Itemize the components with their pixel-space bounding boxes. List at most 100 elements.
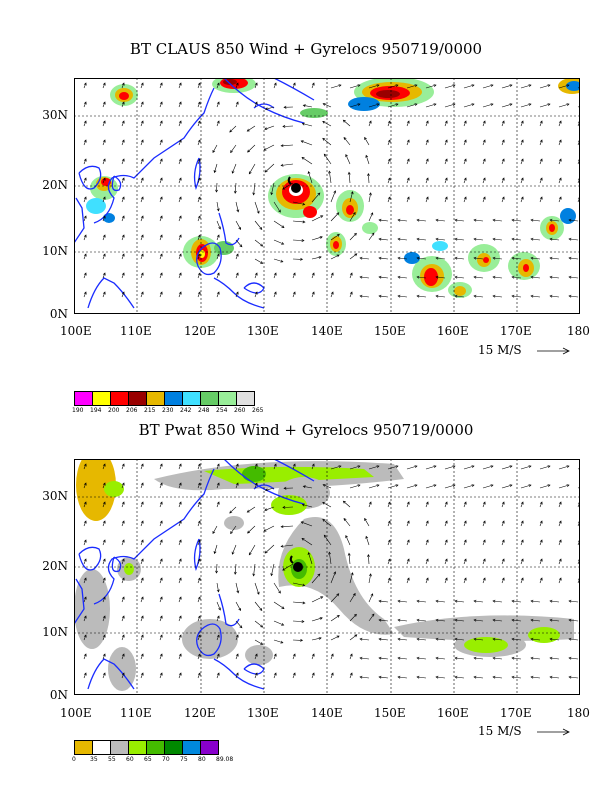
wind-vector [216, 601, 221, 611]
wind-vector [397, 637, 408, 641]
wind-vector [530, 275, 541, 279]
wind-vector [520, 120, 524, 127]
wind-vector [302, 104, 313, 108]
panel2-colorbar [74, 740, 219, 755]
colorbar-swatch [128, 391, 147, 406]
cloud-patch [303, 206, 317, 218]
wind-vector [235, 220, 241, 231]
panel1-map [74, 78, 580, 314]
wind-vector [330, 272, 334, 279]
wind-vector [83, 120, 87, 127]
wind-vector [301, 122, 313, 127]
wind-vector [549, 599, 560, 603]
wind-vector [102, 520, 106, 527]
wind-vector [368, 103, 380, 108]
wind-vector [349, 211, 356, 222]
wind-vector [387, 103, 399, 108]
wind-vector [454, 618, 465, 622]
wind-vector [178, 634, 182, 641]
wind-vector [368, 84, 380, 89]
wind-vector [231, 544, 237, 555]
wind-vector [273, 620, 285, 626]
wind-vector [121, 653, 125, 660]
colorbar-label: 89.08 [216, 756, 234, 763]
lon-label: 110E [120, 324, 152, 338]
wind-vector [300, 140, 313, 146]
wind-vector [416, 637, 427, 641]
wind-vector [511, 618, 522, 622]
wind-vector [549, 618, 560, 622]
wind-vector [397, 599, 408, 603]
wind-vector [368, 484, 380, 489]
wind-vector [530, 256, 541, 260]
wind-vector [273, 653, 277, 660]
wind-vector [501, 84, 513, 89]
wind-vector [511, 675, 522, 679]
wind-vector [247, 144, 256, 153]
wind-vector [301, 503, 313, 508]
wind-vector [140, 272, 144, 279]
wind-vector [345, 153, 351, 165]
wind-vector [406, 539, 410, 546]
wind-vector [549, 218, 560, 222]
wind-vector [121, 215, 125, 222]
wind-vector [254, 672, 258, 679]
wind-vector [254, 653, 258, 660]
wind-vector [444, 465, 456, 470]
wind-vector [359, 675, 370, 679]
wind-vector [425, 103, 437, 108]
wind-vector [178, 82, 182, 89]
wind-vector [368, 573, 372, 584]
wind-vector [425, 577, 429, 584]
wind-vector [539, 139, 543, 146]
wind-vector [416, 218, 427, 222]
wind-vector [378, 256, 389, 260]
wind-vector [406, 139, 410, 146]
wind-vector [558, 177, 562, 184]
wind-vector [83, 558, 87, 565]
wind-vector [292, 601, 306, 605]
wind-vector [197, 558, 201, 565]
wind-vector [365, 154, 370, 165]
wind-vector [282, 563, 294, 571]
wind-vector [178, 539, 182, 546]
wind-vector [235, 653, 239, 660]
coastline [213, 658, 265, 690]
wind-vector [323, 534, 332, 546]
wind-vector [300, 521, 313, 527]
wind-vector [233, 182, 237, 194]
wind-vector [235, 634, 239, 641]
wind-vector [197, 577, 201, 584]
wind-vector [311, 636, 322, 641]
wind-vector [397, 237, 408, 241]
wind-vector [159, 139, 163, 146]
wind-vector [197, 291, 201, 298]
wind-vector [425, 84, 437, 89]
wind-vector [197, 615, 201, 622]
wind-vector [435, 599, 446, 603]
wind-vector [83, 501, 87, 508]
colorbar-swatch [74, 740, 93, 755]
wind-vector [387, 465, 399, 470]
wind-vector [520, 520, 524, 527]
wind-vector [178, 672, 182, 679]
wind-vector [330, 615, 340, 622]
wind-vector [482, 501, 486, 508]
wind-vector [444, 539, 448, 546]
wind-vector [492, 218, 503, 222]
wind-vector [520, 103, 532, 108]
panel2-map [74, 459, 580, 695]
wind-vector [568, 237, 579, 241]
wind-vector [178, 253, 182, 260]
wind-vector [492, 675, 503, 679]
pwat-patch [182, 619, 238, 659]
wind-vector [482, 520, 486, 527]
wind-vector [330, 653, 334, 660]
coastline [78, 546, 102, 571]
wind-vector [216, 482, 220, 489]
wind-vector [246, 506, 256, 513]
colorbar-swatch [164, 740, 183, 755]
wind-vector [387, 577, 391, 584]
wind-vector [254, 239, 264, 247]
cloud-patch [454, 286, 466, 296]
